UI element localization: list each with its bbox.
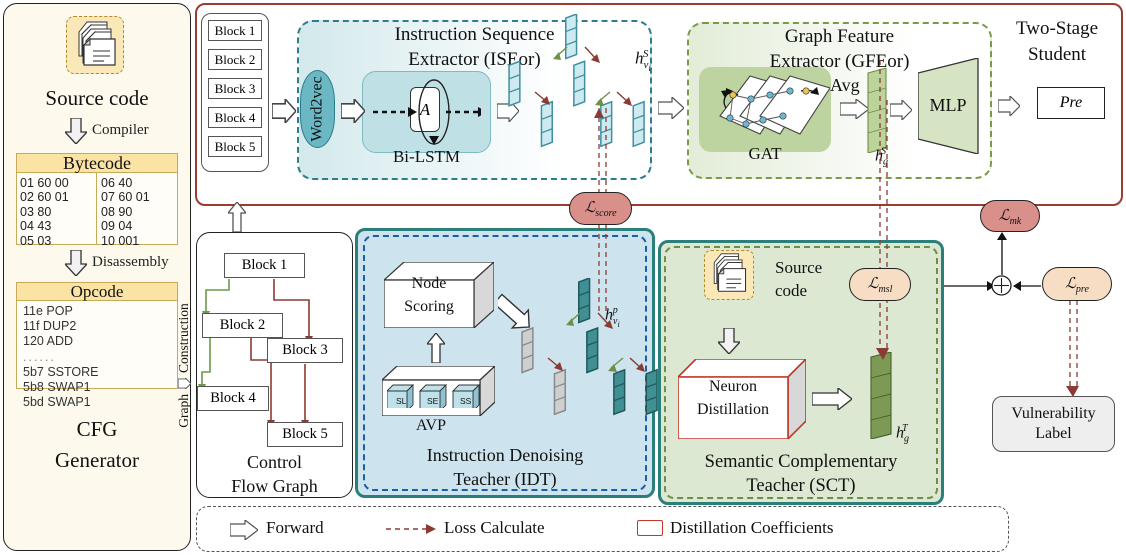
svg-text:SE: SE [427, 396, 439, 406]
svg-text:SS: SS [460, 396, 472, 406]
svg-text:SL: SL [396, 396, 407, 406]
